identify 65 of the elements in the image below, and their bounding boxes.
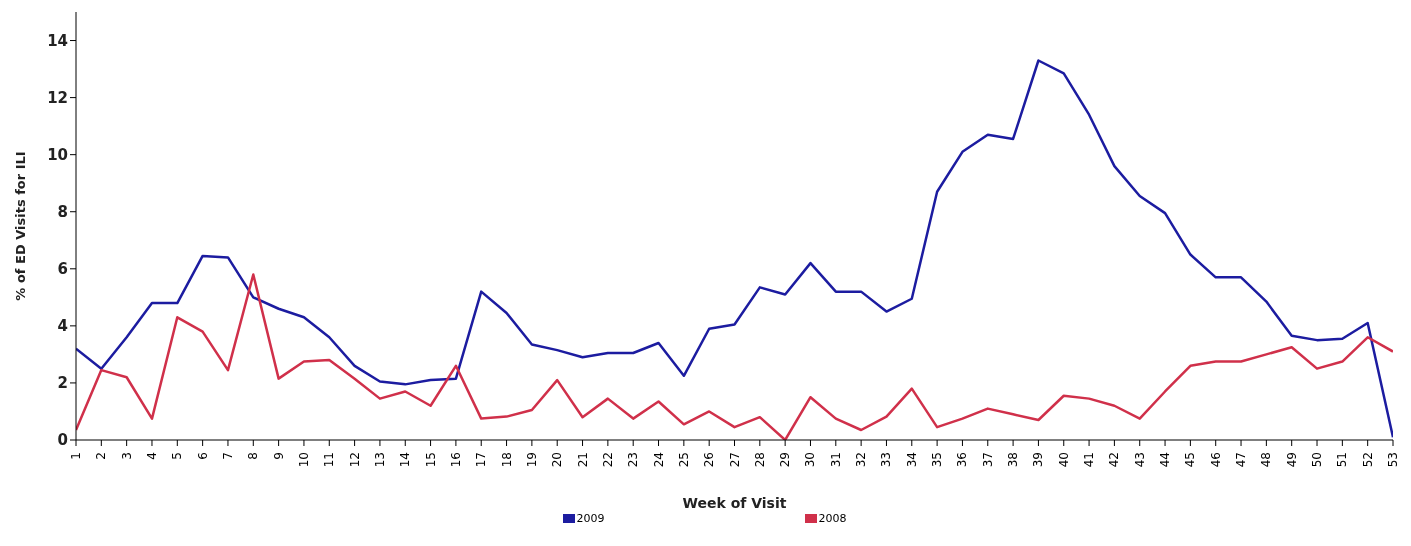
y-tick-label: 4 xyxy=(57,317,68,336)
x-tick-label: 9 xyxy=(271,452,286,460)
x-tick-label: 47 xyxy=(1234,452,1249,468)
x-tick-label: 5 xyxy=(170,452,185,460)
x-tick-label: 20 xyxy=(550,452,565,468)
x-tick-label: 29 xyxy=(778,452,793,468)
x-tick-label: 43 xyxy=(1132,452,1147,468)
x-tick-label: 32 xyxy=(854,452,869,468)
x-tick-label: 42 xyxy=(1107,452,1122,468)
x-tick-label: 48 xyxy=(1259,452,1274,468)
x-tick-label: 3 xyxy=(119,452,134,460)
x-tick-label: 18 xyxy=(499,452,514,468)
x-tick-label: 52 xyxy=(1360,452,1375,468)
y-tick-label: 0 xyxy=(57,431,68,450)
x-tick-label: 38 xyxy=(1006,452,1021,468)
legend-label: 2008 xyxy=(817,512,847,525)
x-tick-label: 14 xyxy=(398,452,413,468)
x-tick-label: 25 xyxy=(676,452,691,468)
x-tick-label: 11 xyxy=(322,452,337,468)
y-tick-label: 2 xyxy=(57,374,68,393)
x-tick-label: 23 xyxy=(626,452,641,468)
x-tick-label: 2 xyxy=(94,452,109,460)
x-tick-label: 36 xyxy=(955,452,970,468)
x-tick-label: 37 xyxy=(980,452,995,468)
x-tick-label: 46 xyxy=(1208,452,1223,468)
x-tick-label: 51 xyxy=(1335,452,1350,468)
x-tick-label: 49 xyxy=(1284,452,1299,468)
x-tick-label: 40 xyxy=(1056,452,1071,468)
y-tick-label: 6 xyxy=(57,260,68,279)
x-tick-label: 26 xyxy=(702,452,717,468)
y-tick-label: 10 xyxy=(47,145,68,164)
x-tick-label: 24 xyxy=(651,452,666,468)
x-tick-label: 30 xyxy=(803,452,818,468)
y-axis-title: % of ED Visits for ILI xyxy=(12,151,28,301)
x-tick-label: 10 xyxy=(296,452,311,468)
x-tick-label: 1 xyxy=(69,452,83,460)
y-tick-label: 8 xyxy=(57,203,68,222)
x-tick-label: 34 xyxy=(904,452,919,468)
x-tick-label: 15 xyxy=(423,452,438,468)
x-tick-label: 21 xyxy=(575,452,590,468)
x-tick-label: 7 xyxy=(220,452,235,460)
x-tick-label: 44 xyxy=(1158,452,1173,468)
x-tick-label: 39 xyxy=(1031,452,1046,468)
x-tick-label: 17 xyxy=(474,452,489,468)
x-tick-label: 19 xyxy=(524,452,539,468)
x-tick-label: 33 xyxy=(879,452,894,468)
legend-label: 2009 xyxy=(575,512,605,525)
x-tick-label: 28 xyxy=(752,452,767,468)
x-tick-label: 4 xyxy=(144,452,159,460)
x-tick-label: 31 xyxy=(828,452,843,468)
x-tick-label: 16 xyxy=(448,452,463,468)
y-tick-label: 12 xyxy=(47,88,68,107)
x-tick-label: 12 xyxy=(347,452,362,468)
x-tick-label: 22 xyxy=(600,452,615,468)
x-tick-label: 13 xyxy=(372,452,387,468)
x-tick-label: 41 xyxy=(1082,452,1097,468)
y-tick-label: 14 xyxy=(47,31,68,50)
x-tick-label: 8 xyxy=(246,452,261,460)
x-tick-label: 50 xyxy=(1310,452,1325,468)
x-tick-label: 35 xyxy=(930,452,945,468)
x-tick-label: 6 xyxy=(195,452,210,460)
x-tick-label: 45 xyxy=(1183,452,1198,468)
x-tick-label: 53 xyxy=(1386,452,1400,468)
x-axis-title: Week of Visit xyxy=(682,495,787,511)
x-tick-label: 27 xyxy=(727,452,742,468)
